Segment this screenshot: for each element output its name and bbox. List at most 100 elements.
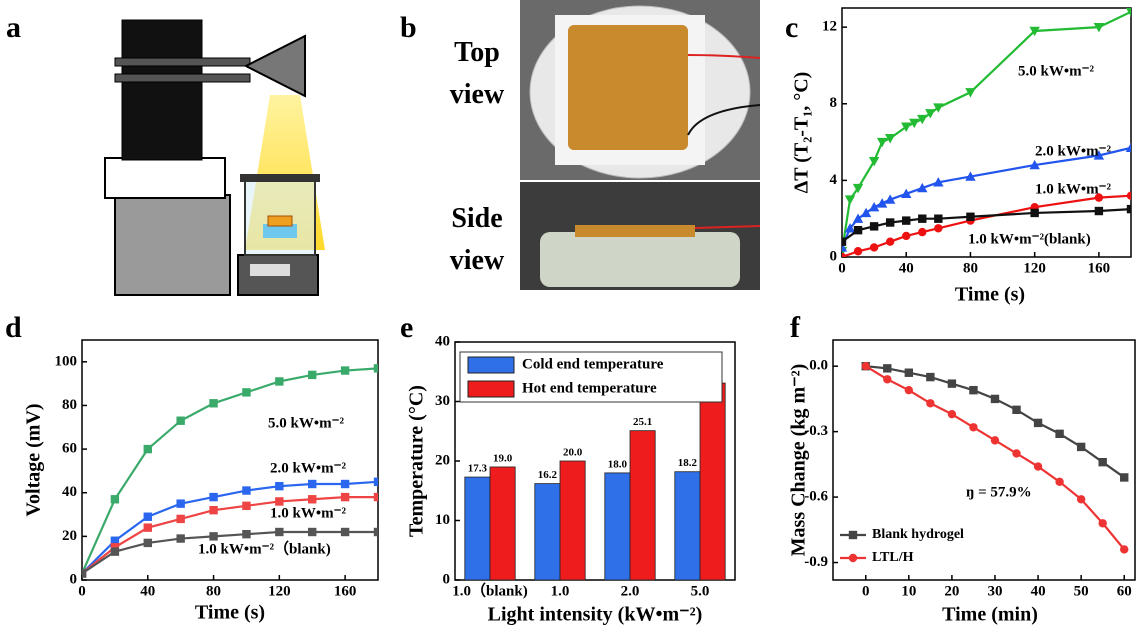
marker <box>918 227 927 237</box>
y-tick-label: 40 <box>62 484 77 500</box>
marker <box>918 214 927 223</box>
plot-area <box>842 8 1131 257</box>
marker <box>209 505 218 515</box>
marker <box>1055 477 1064 487</box>
marker <box>209 532 218 541</box>
hydrogel <box>568 25 688 150</box>
x-tick-label: 160 <box>1088 260 1111 276</box>
marker <box>275 527 284 537</box>
marker <box>876 198 888 208</box>
y-tick-label: 0 <box>830 248 838 264</box>
x-tick-label: 80 <box>206 583 221 599</box>
panel-label: a <box>6 11 21 44</box>
marker <box>844 223 856 233</box>
x-tick-label: 120 <box>1023 260 1046 276</box>
marker <box>373 492 378 502</box>
photos <box>520 0 761 290</box>
marker <box>969 423 978 432</box>
marker <box>176 514 185 524</box>
marker <box>242 388 251 397</box>
marker <box>885 237 895 246</box>
x-tick-label: 120 <box>268 583 291 599</box>
marker <box>1126 8 1131 18</box>
marker <box>844 195 856 205</box>
marker <box>1126 191 1131 200</box>
y-tick-label: 80 <box>62 397 77 413</box>
x-tick-label: 0 <box>862 583 870 599</box>
lamp-column <box>121 19 203 161</box>
x-tick-label: 20 <box>944 583 959 599</box>
marker <box>909 118 920 129</box>
marker <box>1120 545 1129 554</box>
marker <box>308 527 317 537</box>
series-line <box>865 365 1125 479</box>
dish-side <box>540 232 740 287</box>
marker <box>884 134 896 144</box>
sample <box>267 215 293 227</box>
marker <box>1098 457 1107 467</box>
marker <box>990 394 1000 404</box>
marker <box>1033 462 1043 471</box>
legend-marker <box>848 553 858 563</box>
marker <box>308 479 317 489</box>
marker <box>901 188 912 198</box>
marker <box>242 486 251 495</box>
plot-frame <box>832 339 1136 581</box>
marker <box>902 231 911 241</box>
marker <box>933 177 944 187</box>
arm <box>114 57 251 67</box>
bar <box>604 472 631 581</box>
marker <box>340 527 350 537</box>
legend-swatch <box>467 380 515 398</box>
marker <box>917 182 928 193</box>
marker <box>1029 159 1040 170</box>
legend-label: Blank hydrogel <box>872 527 964 542</box>
y-tick-label: 60 <box>62 441 77 457</box>
marker <box>876 137 888 148</box>
marker <box>842 252 847 257</box>
marker <box>1012 405 1021 415</box>
marker <box>853 247 863 256</box>
marker <box>883 364 892 373</box>
marker <box>373 527 378 537</box>
x-tick-label: 160 <box>334 583 357 599</box>
marker <box>308 370 317 380</box>
apparatus <box>104 19 325 296</box>
plot-frame <box>81 339 379 581</box>
plot-frame <box>841 7 1132 258</box>
marker <box>965 88 976 98</box>
marker <box>1126 204 1131 214</box>
marker <box>885 218 895 227</box>
marker <box>966 212 975 221</box>
series-label: 1.0 kW•m⁻²(blank) <box>968 231 1091 247</box>
series-label: 1.0 kW•m⁻²（blank) <box>198 539 331 557</box>
marker <box>373 364 378 373</box>
plot-area <box>861 361 1129 554</box>
lamp-base <box>104 157 226 199</box>
panel-label: f <box>790 311 801 344</box>
y-axis-title: ΔT (T₂-T₁, °C) <box>791 72 813 194</box>
marker <box>883 375 892 384</box>
marker <box>902 216 911 225</box>
marker <box>1033 418 1043 428</box>
x-axis-title: Time (s) <box>955 284 1025 306</box>
marker <box>869 222 879 231</box>
series-line <box>82 480 378 575</box>
marker <box>1120 473 1129 482</box>
marker <box>869 243 879 252</box>
marker <box>176 416 185 425</box>
bar <box>629 430 656 581</box>
marker <box>176 499 185 508</box>
x-tick-label: 1.0（blank) <box>452 581 527 599</box>
marker <box>934 224 943 233</box>
wire <box>687 54 761 59</box>
y-tick-label: 100 <box>55 353 78 369</box>
marker <box>904 385 914 395</box>
series-label: 1.0 kW•m⁻² <box>270 505 347 521</box>
marker <box>1030 208 1039 218</box>
marker <box>969 385 978 395</box>
y-tick-label: 8 <box>830 95 838 111</box>
marker <box>868 202 880 212</box>
marker <box>868 157 880 167</box>
marker <box>340 492 350 502</box>
